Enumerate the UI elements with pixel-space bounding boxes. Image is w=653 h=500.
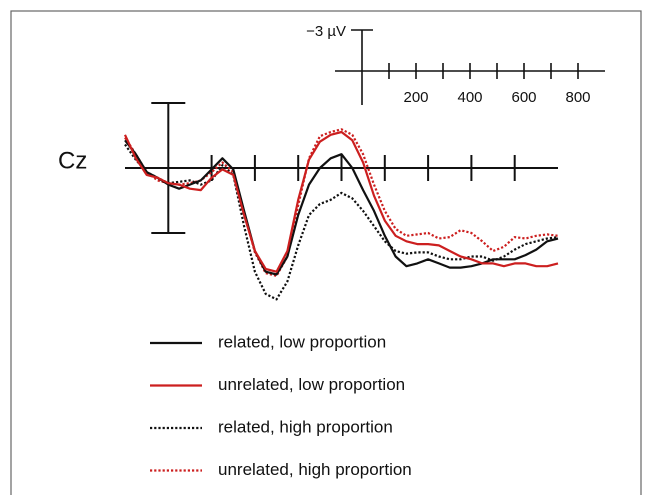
scale-label: −3 µV	[306, 23, 346, 40]
scale-x-tick-label: 400	[457, 89, 482, 106]
waveform	[124, 139, 559, 276]
waveform	[124, 143, 559, 301]
waveform	[124, 128, 559, 277]
legend-label: unrelated, high proportion	[218, 460, 412, 479]
legend-label: unrelated, low proportion	[218, 375, 405, 394]
frame	[10, 10, 642, 500]
scale-x-tick-label: 800	[565, 89, 590, 106]
scale-x-tick-label: 600	[511, 89, 536, 106]
legend-label: related, low proportion	[218, 332, 386, 351]
scale-x-tick-label: 200	[403, 89, 428, 106]
legend-label: related, high proportion	[218, 417, 393, 436]
electrode-label: Cz	[58, 147, 87, 174]
waveform	[124, 130, 559, 273]
